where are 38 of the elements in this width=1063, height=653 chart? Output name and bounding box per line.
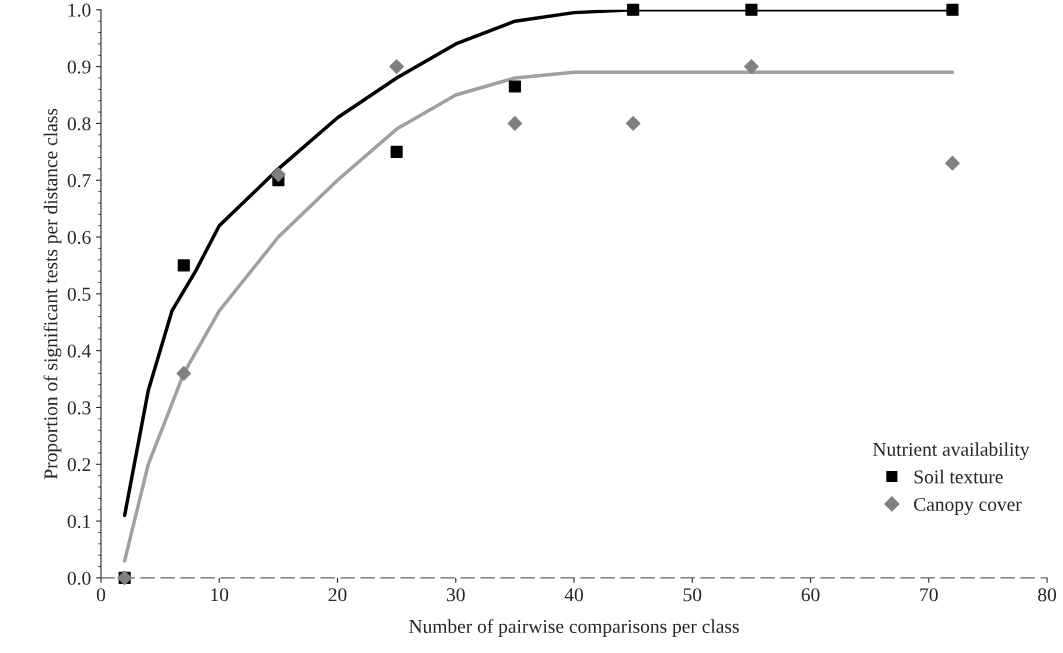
y-axis-title: Proportion of significant tests per distance class: [43, 108, 62, 480]
point: [625, 116, 641, 131]
y-tick-label: 1.0: [68, 3, 91, 17]
x-tick-label: 70: [920, 588, 938, 602]
x-tick-label: 60: [801, 588, 820, 602]
y-tick-label: 0.6: [67, 230, 91, 245]
point: [507, 116, 523, 131]
point: [176, 366, 192, 381]
legend-title: Nutrient availability: [872, 442, 1030, 460]
y-tick-label: 0.7: [67, 174, 91, 188]
legend-label: Canopy cover: [914, 497, 1022, 515]
x-axis-title: Number of pairwise comparisons per class: [409, 619, 739, 637]
point: [744, 59, 759, 74]
y-tick-label: 0.5: [67, 287, 91, 301]
y-tick-label: 0.9: [67, 60, 91, 74]
y-tick-label: 0.0: [67, 571, 91, 585]
x-tick-label: 20: [328, 588, 347, 602]
y-tick-label: 0.4: [67, 344, 91, 358]
point: [177, 259, 190, 272]
point: [745, 3, 758, 16]
point: [627, 3, 640, 16]
point: [389, 59, 404, 74]
legend-label: Soil texture: [914, 469, 1003, 484]
point: [390, 145, 403, 158]
x-tick-label: 10: [211, 588, 229, 602]
x-tick-label: 80: [1038, 588, 1057, 602]
point: [508, 80, 521, 93]
x-tick-label: 40: [564, 588, 583, 602]
y-tick-label: 0.8: [67, 117, 91, 131]
point: [271, 167, 286, 182]
x-tick-label: 0: [96, 588, 106, 602]
point: [945, 155, 960, 171]
y-tick-label: 0.3: [67, 401, 91, 415]
x-tick-label: 50: [683, 588, 702, 602]
y-tick-label: 0.2: [67, 458, 91, 472]
point: [946, 3, 959, 16]
x-tick-label: 30: [446, 588, 465, 602]
y-tick-label: 0.1: [67, 514, 91, 529]
